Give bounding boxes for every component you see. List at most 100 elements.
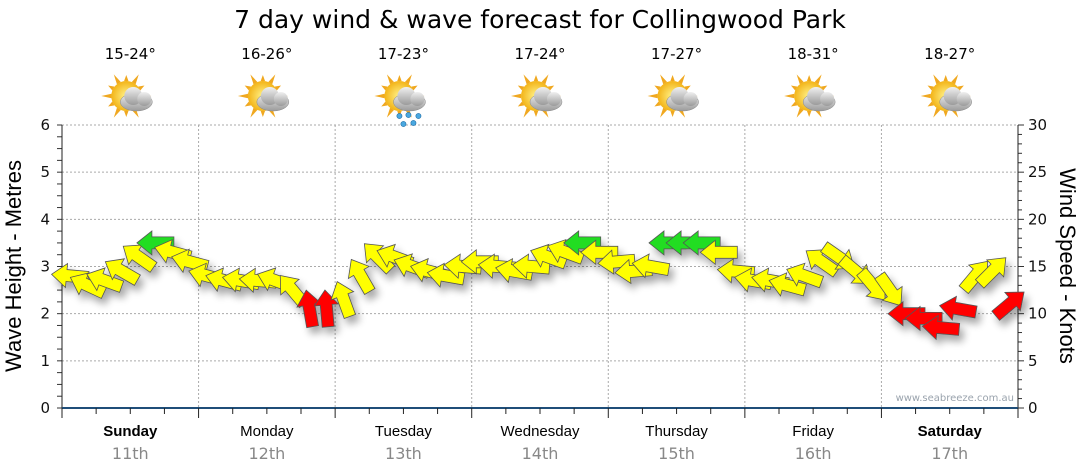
sun-ray — [541, 74, 549, 85]
sun-ray — [124, 75, 129, 82]
sun-ray — [533, 110, 539, 117]
wind-arrow — [347, 258, 376, 296]
sun-ray — [250, 107, 258, 118]
sun-ray — [670, 75, 675, 82]
rain-drop — [415, 113, 422, 119]
sun-ray — [660, 74, 668, 85]
left-tick-label: 5 — [40, 163, 50, 181]
sun-ray — [260, 110, 266, 117]
date-label: 17th — [931, 444, 968, 463]
temperature-range: 17-24° — [514, 45, 565, 63]
wind-arrow — [597, 249, 636, 275]
rain-drop — [400, 121, 407, 127]
cloud-part — [137, 92, 152, 106]
date-label: 13th — [385, 444, 422, 463]
day-label: Tuesday — [375, 423, 432, 440]
left-tick-label: 3 — [40, 258, 50, 276]
wind-arrow — [330, 281, 357, 319]
wind-arrow — [991, 291, 1025, 321]
sun-ray — [814, 74, 822, 85]
sun-ray — [660, 107, 668, 118]
cloud — [802, 87, 836, 112]
date-label: 11th — [112, 444, 149, 463]
sun-ray — [131, 74, 139, 85]
sun-ray — [523, 74, 531, 85]
sun-ray — [237, 93, 249, 99]
cloud — [939, 87, 972, 112]
watermark: www.seabreeze.com.au — [896, 393, 1014, 404]
cloud-part — [410, 92, 425, 106]
sun-ray — [397, 75, 402, 82]
sun-ray — [101, 93, 112, 99]
sun-ray — [943, 110, 948, 117]
left-axis-title: Wave Height - Metres — [1, 160, 26, 372]
wind-arrow — [122, 244, 158, 273]
day-label: Wednesday — [501, 423, 580, 440]
partly-cloudy-icon — [784, 74, 836, 118]
right-axis-title: Wind Speed - Knots — [1055, 168, 1080, 364]
sun-ray — [670, 110, 675, 117]
sun-ray — [113, 107, 121, 118]
sun-ray — [920, 93, 931, 99]
sun-ray — [951, 74, 959, 85]
sun-ray — [113, 74, 121, 85]
wind-arrow — [768, 272, 807, 297]
wind-arrow — [974, 257, 1007, 289]
date-label: 14th — [522, 444, 559, 463]
partly-cloudy-icon — [920, 74, 972, 118]
left-tick-label: 2 — [40, 305, 50, 323]
temperature-range: 18-31° — [788, 45, 839, 63]
day-label: Thursday — [645, 423, 708, 440]
sun-ray — [124, 110, 129, 117]
chart-title: 7 day wind & wave forecast for Collingwo… — [234, 5, 846, 34]
sun-ray — [943, 75, 948, 82]
partly-cloudy-icon — [101, 74, 153, 118]
right-tick-label: 30 — [1028, 116, 1047, 134]
wind-arrow — [296, 289, 322, 329]
daily-weather-row: 15-24° 16-26° 17-23° 17-24° 17-27° 18-31° 18-2… — [101, 45, 975, 127]
temperature-range: 17-27° — [651, 45, 702, 63]
wind-arrow — [786, 262, 825, 289]
temperature-range: 17-23° — [378, 45, 429, 63]
wind-arrow — [631, 253, 671, 279]
axes: 0 1 2 3 4 5 6 0 5 10 15 20 25 30 Sunday 11th Monday 12th T… — [40, 116, 1047, 463]
partly-cloudy-icon — [511, 74, 563, 118]
partly-cloudy-icon — [647, 74, 699, 118]
temperature-range: 16-26° — [241, 45, 292, 63]
wind-arrow — [104, 258, 141, 286]
sun-ray — [386, 74, 394, 85]
sun-ray — [784, 93, 795, 99]
cloud — [393, 87, 426, 127]
left-tick-label: 0 — [40, 399, 50, 417]
sun-ray — [796, 74, 804, 85]
cloud — [256, 87, 290, 112]
day-label: Friday — [792, 423, 834, 440]
right-tick-label: 5 — [1028, 352, 1038, 370]
temperature-range: 15-24° — [105, 45, 156, 63]
cloud-part — [683, 92, 698, 106]
wind-arrow — [921, 314, 961, 341]
sun-ray — [796, 107, 804, 118]
sun-ray — [404, 74, 412, 85]
sun-ray — [523, 107, 531, 118]
sun-ray — [806, 75, 812, 82]
wind-arrow — [805, 249, 841, 278]
wind-arrow — [938, 295, 978, 321]
temperature-range: 18-27° — [924, 45, 975, 63]
sun-ray — [268, 74, 276, 85]
sun-ray — [374, 93, 385, 99]
sun-ray — [260, 75, 266, 82]
day-label: Sunday — [103, 423, 158, 440]
sun-ray — [933, 107, 941, 118]
right-tick-label: 10 — [1028, 305, 1047, 323]
sun-ray — [806, 110, 812, 117]
date-label: 16th — [795, 444, 832, 463]
date-label: 12th — [248, 444, 285, 463]
right-tick-label: 25 — [1028, 163, 1047, 181]
sun-ray — [386, 107, 394, 118]
left-tick-label: 1 — [40, 352, 50, 370]
sun-ray — [533, 75, 539, 82]
cloud-part — [820, 92, 835, 106]
rain-drop — [405, 112, 412, 118]
